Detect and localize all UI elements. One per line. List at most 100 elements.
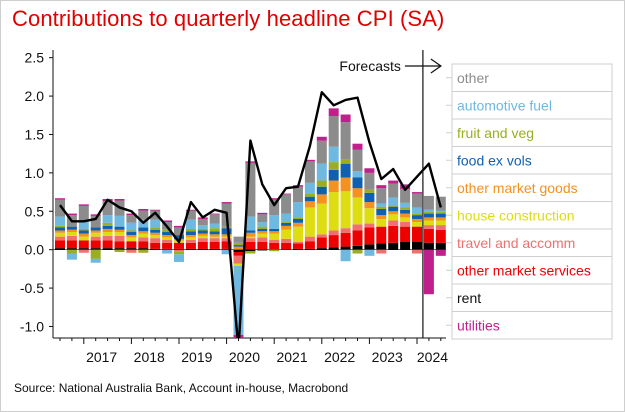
bar-segment: [221, 241, 232, 249]
bar-segment: [245, 230, 256, 233]
bar-segment: [328, 180, 339, 193]
bar-segment: [114, 229, 125, 233]
bar-segment: [400, 226, 411, 242]
x-year-label: 2017: [86, 349, 117, 365]
x-year-label: 2022: [324, 349, 355, 365]
bar-segment: [209, 213, 220, 215]
bar-segment: [304, 196, 315, 202]
bar-segment: [245, 216, 256, 231]
bar-segment: [412, 218, 422, 223]
bar-segment: [90, 249, 101, 259]
legend-box: [451, 283, 613, 312]
bar-segment: [376, 215, 387, 219]
bar-segment: [197, 230, 208, 234]
bar-segment: [90, 258, 101, 263]
bar-segment: [435, 249, 446, 256]
axes: 2.5 2.0 1.5 1.0 0.5 0.0 -0.5 -1.0 2017 2018 2019 20…: [20, 50, 448, 365]
bar-segment: [293, 243, 303, 249]
bar-segment: [435, 225, 446, 230]
bar-segment: [352, 143, 363, 150]
bar-segment: [269, 242, 280, 250]
bar-segment: [412, 249, 422, 254]
bar-segment: [257, 237, 268, 242]
bar-segment: [257, 242, 268, 250]
legend-label: other market services: [457, 262, 591, 278]
bar-segment: [376, 249, 387, 254]
bar-segment: [102, 235, 113, 241]
bar-segment: [126, 248, 137, 250]
bar-segment: [304, 236, 315, 242]
bar-segment: [55, 199, 65, 217]
bar-segment: [185, 248, 196, 250]
bar-segment: [174, 235, 184, 239]
forecast-label: Forecasts: [339, 58, 400, 74]
bar-segment: [114, 198, 125, 201]
bar-segment: [376, 218, 387, 227]
bar-segment: [102, 232, 113, 236]
bar-segment: [102, 222, 113, 226]
bar-segment: [138, 249, 149, 253]
bar-segment: [55, 232, 65, 237]
bar-segment: [174, 227, 184, 236]
bar-segment: [185, 231, 196, 236]
bar-segment: [162, 220, 173, 223]
bar-segment: [316, 234, 327, 238]
bar-segment: [162, 249, 173, 254]
bar-segment: [352, 149, 363, 172]
bar-segment: [328, 230, 339, 236]
bar-segment: [174, 254, 184, 262]
bar-segment: [352, 197, 363, 225]
bar-segment: [55, 216, 65, 226]
bar-segment: [376, 206, 387, 209]
bar-segment: [221, 249, 232, 255]
bar-segment: [423, 213, 434, 218]
bar-segment: [126, 237, 137, 242]
bar-segment: [400, 202, 411, 208]
bar-segment: [412, 242, 422, 250]
bar-segment: [340, 228, 351, 233]
bar-segment: [281, 238, 292, 243]
bar-segment: [126, 230, 137, 233]
bar-segment: [185, 228, 196, 232]
legend: other automotive fuel fruit and veg food ex…: [446, 63, 613, 340]
bar-segment: [435, 212, 446, 214]
bar-segment: [221, 228, 232, 235]
bar-segment: [66, 253, 77, 260]
bar-segment: [90, 240, 101, 249]
bar-segment: [400, 184, 411, 190]
bar-segment: [423, 225, 434, 229]
bar-segment: [174, 251, 184, 255]
bar-segment: [316, 163, 327, 181]
stacked-bars: [55, 108, 446, 338]
bar-segment: [388, 242, 399, 250]
bar-segment: [78, 249, 89, 253]
bar-segment: [340, 177, 351, 192]
bar-segment: [423, 212, 434, 214]
bar-segment: [185, 219, 196, 229]
bar-segment: [221, 202, 232, 204]
bar-segment: [364, 192, 375, 203]
bar-segment: [162, 242, 173, 249]
bar-segment: [269, 198, 280, 200]
bar-segment: [138, 210, 149, 220]
bar-segment: [304, 241, 315, 249]
bar-segment: [388, 183, 399, 198]
legend-box: [451, 63, 613, 92]
bar-segment: [162, 237, 173, 240]
bar-segment: [328, 247, 339, 250]
bar-segment: [304, 193, 315, 197]
legend-box: [451, 256, 613, 285]
bar-segment: [412, 193, 422, 208]
bar-segment: [114, 248, 125, 250]
bar-segment: [316, 203, 327, 235]
bar-segment: [138, 231, 149, 234]
bar-segment: [293, 226, 303, 242]
bar-segment: [423, 220, 434, 226]
bar-segment: [293, 186, 303, 203]
bar-segment: [233, 236, 244, 243]
bar-segment: [209, 231, 220, 235]
chart-title: Contributions to quarterly headline CPI …: [12, 6, 445, 31]
bar-segment: [174, 248, 184, 250]
x-year-label: 2019: [181, 349, 212, 365]
bar-segment: [66, 229, 77, 233]
